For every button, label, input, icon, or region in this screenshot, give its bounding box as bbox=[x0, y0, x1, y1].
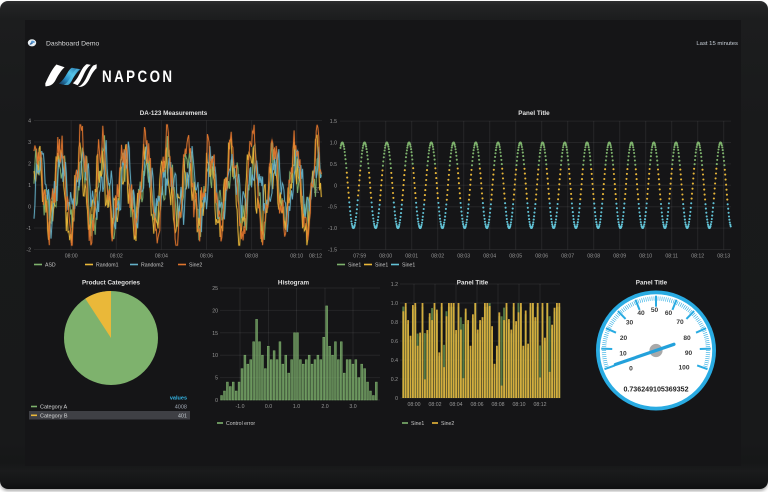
svg-text:70: 70 bbox=[676, 319, 684, 326]
svg-text:08:13: 08:13 bbox=[717, 254, 730, 260]
svg-text:08:02: 08:02 bbox=[429, 402, 442, 408]
svg-text:-1: -1 bbox=[26, 226, 31, 232]
svg-text:2: 2 bbox=[28, 162, 31, 168]
svg-text:Random2: Random2 bbox=[141, 263, 164, 269]
svg-text:08:10: 08:10 bbox=[290, 254, 303, 260]
svg-text:4: 4 bbox=[28, 119, 31, 125]
svg-text:Sine2: Sine2 bbox=[441, 421, 454, 427]
svg-text:08:05: 08:05 bbox=[509, 254, 522, 260]
svg-text:80: 80 bbox=[683, 335, 691, 342]
svg-text:08:06: 08:06 bbox=[200, 254, 213, 260]
svg-text:1.2: 1.2 bbox=[391, 282, 398, 288]
svg-text:08:00: 08:00 bbox=[379, 254, 392, 260]
svg-text:Sine1: Sine1 bbox=[375, 263, 388, 269]
svg-text:-1.0: -1.0 bbox=[328, 226, 337, 232]
svg-text:1.5: 1.5 bbox=[330, 119, 337, 125]
svg-text:401: 401 bbox=[178, 413, 187, 419]
svg-text:0.736249105369352: 0.736249105369352 bbox=[623, 385, 688, 393]
svg-text:Category B: Category B bbox=[40, 413, 68, 419]
svg-text:0.6: 0.6 bbox=[391, 339, 398, 345]
svg-text:10: 10 bbox=[212, 353, 218, 359]
svg-text:08:07: 08:07 bbox=[561, 254, 574, 260]
svg-text:08:04: 08:04 bbox=[483, 254, 496, 260]
svg-text:08:08: 08:08 bbox=[245, 254, 258, 260]
svg-text:Last 15 minutes: Last 15 minutes bbox=[696, 41, 738, 47]
svg-text:08:06: 08:06 bbox=[535, 254, 548, 260]
svg-text:100: 100 bbox=[678, 364, 689, 371]
svg-text:08:12: 08:12 bbox=[309, 254, 322, 260]
svg-text:Sine2: Sine2 bbox=[189, 263, 202, 269]
svg-text:DA-123 Measurements: DA-123 Measurements bbox=[140, 110, 208, 117]
svg-text:Histogram: Histogram bbox=[278, 280, 310, 287]
svg-text:Category A: Category A bbox=[40, 405, 68, 411]
svg-text:-1.5: -1.5 bbox=[328, 248, 337, 254]
svg-text:ASD: ASD bbox=[45, 263, 56, 269]
svg-text:Panel Title: Panel Title bbox=[636, 280, 668, 287]
svg-text:Sine1: Sine1 bbox=[348, 263, 361, 269]
svg-text:08:12: 08:12 bbox=[534, 402, 547, 408]
svg-text:-1.0: -1.0 bbox=[236, 404, 245, 410]
svg-text:08:08: 08:08 bbox=[492, 402, 505, 408]
svg-text:08:00: 08:00 bbox=[65, 254, 78, 260]
svg-text:08:10: 08:10 bbox=[639, 254, 652, 260]
svg-text:0.4: 0.4 bbox=[391, 358, 398, 364]
svg-text:08:04: 08:04 bbox=[155, 254, 168, 260]
svg-text:08:09: 08:09 bbox=[613, 254, 626, 260]
svg-text:60: 60 bbox=[665, 310, 673, 317]
svg-text:08:02: 08:02 bbox=[110, 254, 123, 260]
svg-text:5: 5 bbox=[215, 376, 218, 382]
svg-text:08:11: 08:11 bbox=[665, 254, 678, 260]
svg-text:Sine1: Sine1 bbox=[402, 263, 415, 269]
svg-text:Dashboard Demo: Dashboard Demo bbox=[46, 41, 99, 48]
svg-text:[K]: [K] bbox=[314, 186, 320, 193]
svg-text:Panel Title: Panel Title bbox=[518, 110, 550, 117]
svg-text:-0.5: -0.5 bbox=[328, 205, 337, 211]
svg-text:50: 50 bbox=[651, 307, 659, 314]
svg-text:15: 15 bbox=[212, 331, 218, 337]
svg-text:08:00: 08:00 bbox=[408, 402, 421, 408]
svg-text:0: 0 bbox=[334, 183, 337, 189]
svg-text:0: 0 bbox=[215, 398, 218, 404]
svg-text:1.0: 1.0 bbox=[391, 301, 398, 307]
svg-text:25: 25 bbox=[212, 286, 218, 292]
svg-text:08:01: 08:01 bbox=[405, 254, 418, 260]
svg-text:0: 0 bbox=[629, 365, 633, 372]
svg-text:3.0: 3.0 bbox=[349, 404, 356, 410]
svg-text:1.0: 1.0 bbox=[330, 141, 337, 147]
svg-text:1: 1 bbox=[28, 183, 31, 189]
svg-text:Random1: Random1 bbox=[96, 263, 119, 269]
svg-text:Sine1: Sine1 bbox=[411, 421, 424, 427]
svg-text:20: 20 bbox=[212, 308, 218, 314]
svg-text:1.0: 1.0 bbox=[293, 404, 300, 410]
svg-text:40: 40 bbox=[637, 310, 645, 317]
svg-text:90: 90 bbox=[685, 350, 693, 357]
svg-text:08:12: 08:12 bbox=[691, 254, 704, 260]
svg-text:Product Categories: Product Categories bbox=[82, 280, 141, 287]
svg-text:08:04: 08:04 bbox=[450, 402, 463, 408]
svg-text:4008: 4008 bbox=[175, 405, 187, 411]
svg-text:08:10: 08:10 bbox=[513, 402, 526, 408]
svg-text:08:06: 08:06 bbox=[471, 402, 484, 408]
svg-text:Panel Title: Panel Title bbox=[457, 280, 489, 287]
svg-text:values: values bbox=[170, 396, 187, 402]
svg-text:0.0: 0.0 bbox=[265, 404, 272, 410]
svg-text:Control error: Control error bbox=[226, 421, 255, 427]
svg-text:20: 20 bbox=[620, 335, 628, 342]
svg-text:0.8: 0.8 bbox=[391, 320, 398, 326]
svg-text:NAPCON: NAPCON bbox=[102, 68, 175, 86]
svg-text:3: 3 bbox=[28, 140, 31, 146]
svg-text:08:08: 08:08 bbox=[587, 254, 600, 260]
svg-text:08:03: 08:03 bbox=[457, 254, 470, 260]
svg-text:0.2: 0.2 bbox=[391, 377, 398, 383]
svg-text:10: 10 bbox=[619, 350, 627, 357]
svg-text:-2: -2 bbox=[26, 248, 31, 254]
svg-text:08:02: 08:02 bbox=[431, 254, 444, 260]
svg-text:0.5: 0.5 bbox=[330, 162, 337, 168]
svg-text:30: 30 bbox=[626, 319, 634, 326]
svg-text:0: 0 bbox=[28, 205, 31, 211]
svg-text:0: 0 bbox=[395, 396, 398, 402]
svg-text:2.0: 2.0 bbox=[321, 404, 328, 410]
svg-text:07:59: 07:59 bbox=[353, 254, 366, 260]
